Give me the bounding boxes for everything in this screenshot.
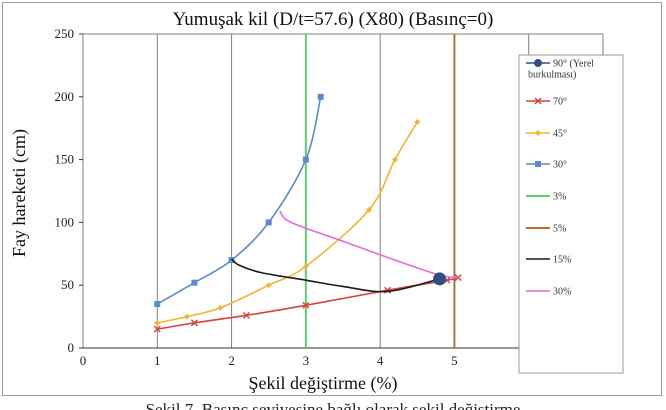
legend-70-marker <box>534 97 542 105</box>
fault-displacement-chart: Yumuşak kil (D/t=57.6) (X80) (Basınç=0) … <box>3 3 661 395</box>
chart-frame: Yumuşak kil (D/t=57.6) (X80) (Basınç=0) … <box>2 2 662 396</box>
series-70-point <box>454 274 462 282</box>
legend-70-label: 70° <box>553 97 567 108</box>
series-30-point <box>302 156 309 163</box>
chart-legend: 90° (Yerel burkulması) 70° 45° 30° 3% 5% 15% 30% <box>518 54 624 374</box>
y-tick-label: 200 <box>55 89 75 104</box>
series-45-point <box>184 313 190 320</box>
series-30-point <box>317 93 324 100</box>
legend-30-label: 30% <box>553 287 571 298</box>
series-45-point <box>414 118 421 125</box>
x-tick-label: 2 <box>228 353 235 368</box>
series-45-point <box>217 304 224 311</box>
series-30-point <box>154 301 161 308</box>
y-tick-label: 100 <box>55 214 75 229</box>
legend-45-marker <box>535 130 541 136</box>
series-45-point <box>366 206 372 213</box>
y-tick-label: 50 <box>61 277 74 292</box>
legend-15-label: 15% <box>553 255 571 266</box>
chart-title: Yumuşak kil (D/t=57.6) (X80) (Basınç=0) <box>173 9 494 30</box>
series-15-line <box>231 258 440 293</box>
series-30-point <box>265 219 272 226</box>
series-90-yerel-burkulmas-point <box>433 272 447 286</box>
series-30-point <box>228 257 235 264</box>
legend-45-label: 45° <box>553 129 567 140</box>
x-axis-label: Şekil değiştirme (%) <box>249 373 398 394</box>
series-70-point <box>302 301 310 309</box>
x-tick-label: 5 <box>451 353 458 368</box>
series-45-point <box>154 319 161 326</box>
series-70-point <box>242 311 250 319</box>
y-tick-label: 150 <box>55 152 75 167</box>
series-45-line <box>157 121 418 324</box>
y-axis-label: Fay hareketi (cm) <box>9 129 30 257</box>
series-45-point <box>265 282 272 289</box>
legend-5-label: 5% <box>553 224 566 235</box>
legend-90-yerel-burkulmas-marker <box>534 59 542 67</box>
legend-3-label: 3% <box>553 192 566 203</box>
series-30-point <box>191 279 198 286</box>
x-tick-label: 3 <box>303 353 310 368</box>
series-45-point <box>392 156 398 163</box>
y-tick-label: 0 <box>68 340 75 355</box>
legend-30-label: 30° <box>553 160 567 171</box>
series-45-point <box>302 263 309 270</box>
y-tick-label: 250 <box>55 26 75 41</box>
legend-box <box>518 54 624 374</box>
legend-90-yerel-burkulmas-label: 90° (Yerel burkulması) <box>528 59 594 81</box>
x-tick-label: 1 <box>154 353 161 368</box>
series-70-point <box>153 325 161 333</box>
figure-caption: Şekil 7. Basınç seviyesine bağlı olarak … <box>145 400 521 410</box>
series-70-point <box>190 319 198 327</box>
legend-30-marker <box>535 161 541 167</box>
x-tick-label: 4 <box>377 353 384 368</box>
x-tick-label: 0 <box>80 353 87 368</box>
